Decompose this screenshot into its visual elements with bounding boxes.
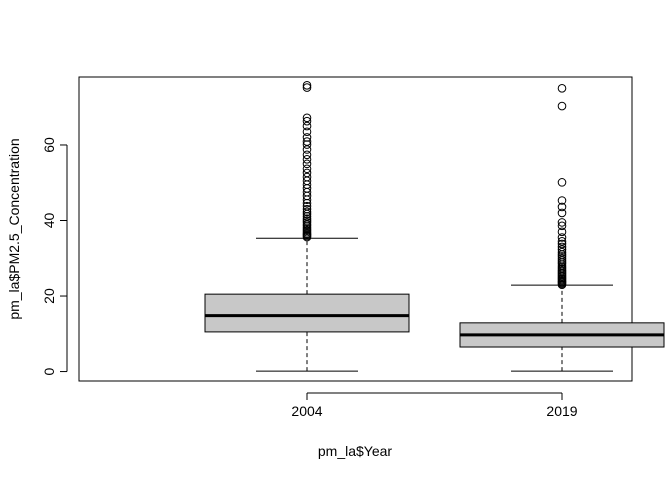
outlier-point <box>302 81 312 90</box>
iqr-box <box>204 293 410 333</box>
outlier-point <box>302 133 312 142</box>
outlier-point <box>302 83 312 92</box>
outlier-point <box>302 214 312 223</box>
outlier-point <box>557 101 567 111</box>
outlier-point <box>302 121 312 131</box>
outlier-point <box>557 242 567 252</box>
outlier-point <box>302 168 312 178</box>
boxes-layer <box>204 81 665 372</box>
outlier-point <box>557 245 567 254</box>
outlier-point <box>557 233 567 242</box>
x-axis: 2004 2019 <box>291 392 578 419</box>
outlier-point <box>557 239 567 249</box>
outlier-point <box>302 137 312 146</box>
outlier-point <box>557 208 567 218</box>
outlier-point <box>557 178 567 187</box>
outlier-point <box>302 155 312 164</box>
box-group-2004 <box>204 81 410 372</box>
outlier-point <box>557 247 567 257</box>
y-axis: 0 20 40 60 <box>41 137 68 375</box>
y-axis-label: pm_la$PM2.5_Concentration <box>6 138 22 319</box>
outlier-point <box>302 164 312 174</box>
y-tick-label: 20 <box>41 288 57 304</box>
outlier-point <box>302 113 312 123</box>
outlier-point <box>302 201 312 211</box>
box-group-2019 <box>459 84 665 372</box>
y-tick-label: 0 <box>41 367 57 375</box>
outlier-point <box>302 172 312 182</box>
outlier-point <box>557 84 567 93</box>
outlier-point <box>302 207 312 217</box>
outlier-point <box>557 202 567 212</box>
outlier-point <box>557 218 567 227</box>
plot-frame <box>78 76 633 382</box>
outlier-point <box>302 150 312 160</box>
outlier-point <box>302 204 312 214</box>
outlier-point <box>302 116 312 126</box>
x-axis-label: pm_la$Year <box>318 443 393 459</box>
y-tick-label: 40 <box>41 213 57 229</box>
y-tick-label: 60 <box>41 137 57 153</box>
outlier-point <box>557 221 567 231</box>
outlier-point <box>557 227 567 237</box>
outlier-point <box>557 196 567 205</box>
outlier-point <box>302 159 312 169</box>
x-tick-label: 2004 <box>291 403 322 419</box>
x-tick-label: 2019 <box>546 403 577 419</box>
outlier-point <box>302 127 312 137</box>
outlier-point <box>557 236 567 246</box>
